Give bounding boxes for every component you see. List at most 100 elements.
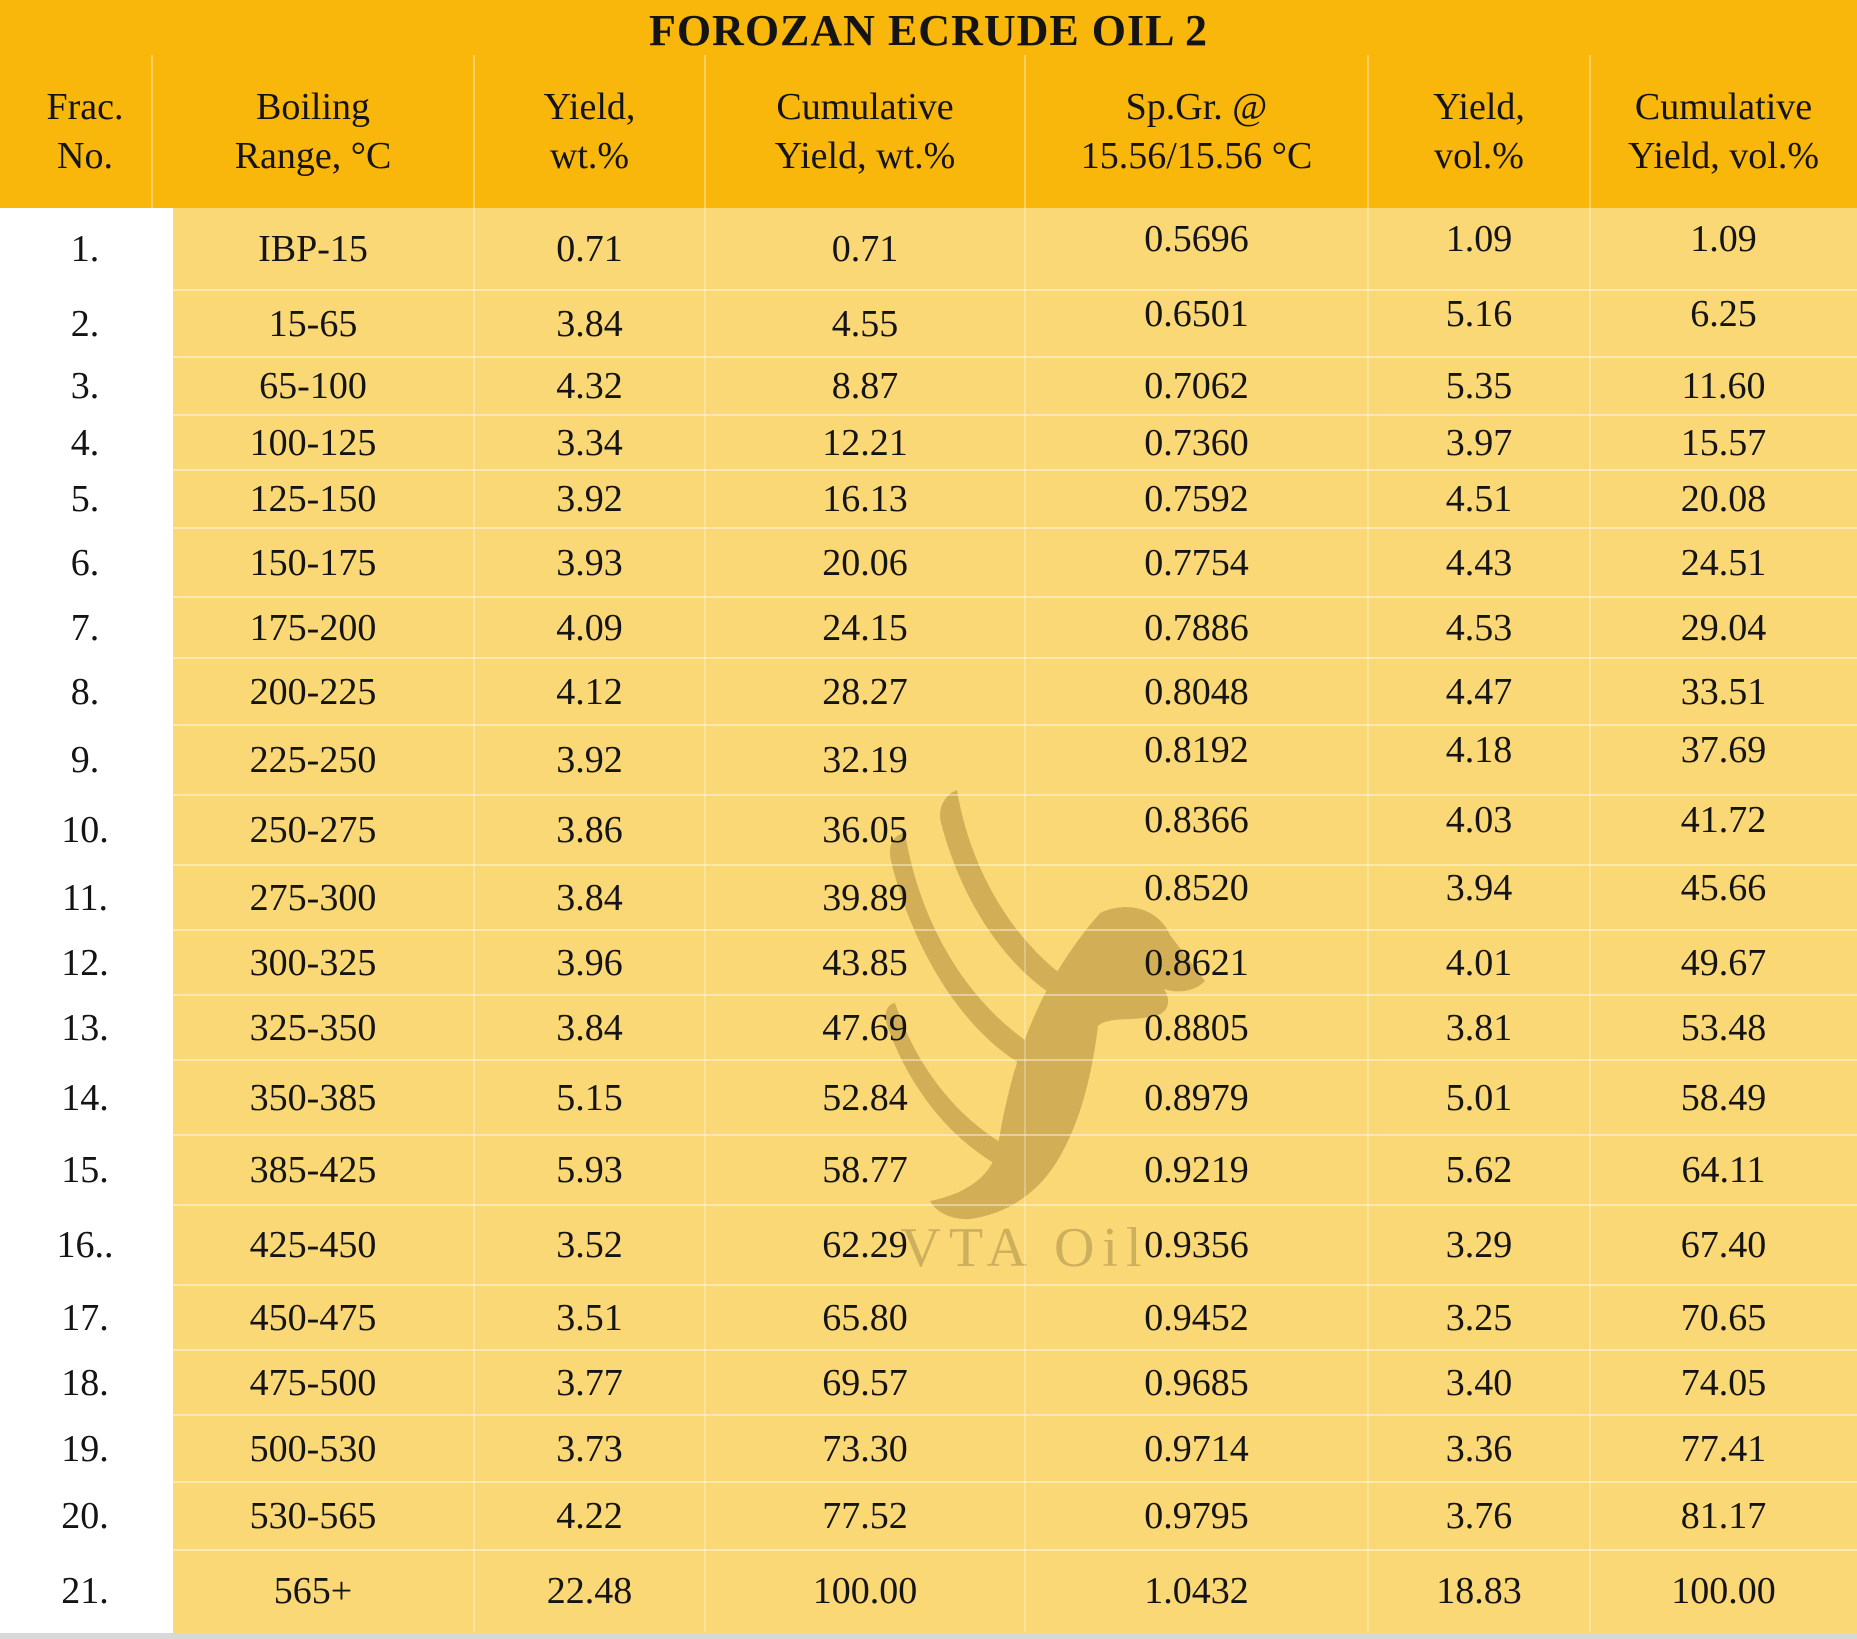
- table-cell: 52.84: [822, 1076, 908, 1119]
- table-row: 20. 530-565 4.22 77.52 0.9795 3.76 81.17: [0, 1481, 1857, 1550]
- grid-line: [1024, 55, 1026, 208]
- table-cell: 3.94: [1445, 866, 1513, 909]
- table-row: 4. 100-125 3.34 12.21 0.7360 3.97 15.57: [0, 414, 1857, 470]
- table-header-band: FOROZAN ECRUDE OIL 2 Frac. No. Boiling R…: [0, 0, 1857, 208]
- row-separator: [173, 1284, 1857, 1286]
- column-header-yield-wt: Yield, wt.%: [474, 58, 705, 206]
- table-cell: 275-300: [249, 876, 377, 919]
- grid-line: [1024, 208, 1026, 1632]
- column-header-line: Range, °C: [234, 135, 392, 177]
- column-header-boiling-range: Boiling Range, °C: [152, 58, 474, 206]
- table-cell: 33.51: [1680, 670, 1767, 713]
- table-cell: 5.01: [1445, 1076, 1513, 1119]
- table-cell: 385-425: [249, 1149, 377, 1191]
- table-row: 2. 15-65 3.84 4.55 0.6501 5.16 6.25: [0, 289, 1857, 357]
- table-cell: 0.8979: [1144, 1076, 1249, 1119]
- grid-line: [473, 208, 475, 1632]
- table-cell: 475-500: [249, 1361, 377, 1404]
- table-cell: 225-250: [249, 739, 377, 781]
- column-header-line: 15.56/15.56 °C: [1080, 135, 1313, 177]
- column-header-line: Yield,: [1433, 86, 1525, 129]
- table-cell: 67.40: [1680, 1224, 1767, 1266]
- row-separator: [173, 1549, 1857, 1551]
- table-row: 13. 325-350 3.84 47.69 0.8805 3.81 53.48: [0, 994, 1857, 1060]
- table-cell: 0.8048: [1144, 670, 1249, 713]
- table-row: 12. 300-325 3.96 43.85 0.8621 4.01 49.67: [0, 929, 1857, 995]
- table-cell: 250-275: [249, 809, 377, 851]
- table-cell: 10.: [61, 809, 109, 851]
- column-header-line: Cumulative: [1634, 86, 1813, 129]
- table-cell: 0.7062: [1144, 365, 1249, 407]
- table-cell: 65-100: [259, 365, 367, 407]
- table-cell: 0.8366: [1144, 799, 1249, 841]
- table-cell: 4.12: [556, 670, 623, 713]
- table-cell: 0.71: [831, 228, 899, 270]
- table-cell: 11.: [61, 876, 109, 919]
- table-cell: 500-530: [249, 1427, 377, 1470]
- table-cell: 22.48: [546, 1570, 633, 1612]
- table-cell: 3.93: [556, 541, 623, 584]
- table-cell: 41.72: [1680, 799, 1767, 841]
- table-cell: 58.49: [1680, 1076, 1767, 1119]
- table-cell: IBP-15: [258, 228, 368, 270]
- row-separator: [173, 527, 1857, 529]
- row-separator: [173, 994, 1857, 996]
- table-cell: 0.7592: [1144, 478, 1249, 520]
- table-cell: 6.: [70, 541, 100, 584]
- table-cell: 0.8805: [1144, 1006, 1249, 1049]
- table-cell: 0.7360: [1144, 421, 1249, 464]
- row-separator: [173, 289, 1857, 291]
- row-separator: [173, 1059, 1857, 1061]
- table-cell: 49.67: [1680, 941, 1767, 984]
- column-header-line: Sp.Gr. @: [1125, 86, 1268, 129]
- table-cell: 16.13: [822, 478, 908, 520]
- table-cell: 3.84: [556, 876, 623, 919]
- grid-line: [473, 55, 475, 208]
- table-cell: 3.97: [1445, 421, 1513, 464]
- table-rows: 1. IBP-15 0.71 0.71 0.5696 1.09 1.09 2. 15-65 3.8…: [0, 208, 1857, 1632]
- column-header-cumulative-yield-wt: Cumulative Yield, wt.%: [705, 58, 1025, 206]
- grid-line: [1367, 55, 1369, 208]
- table-cell: 81.17: [1680, 1495, 1767, 1537]
- row-separator: [173, 414, 1857, 416]
- table-cell: 7.: [70, 606, 100, 649]
- table-row: 17. 450-475 3.51 65.80 0.9452 3.25 70.65: [0, 1284, 1857, 1350]
- table-cell: 64.11: [1681, 1149, 1766, 1191]
- table-cell: 3.84: [556, 302, 623, 345]
- table-row: 10. 250-275 3.86 36.05 0.8366 4.03 41.72: [0, 794, 1857, 865]
- table-cell: 0.5696: [1144, 218, 1249, 260]
- table-cell: 13.: [61, 1006, 109, 1049]
- row-separator: [173, 1414, 1857, 1416]
- row-separator: [173, 596, 1857, 598]
- table-cell: 69.57: [822, 1361, 908, 1404]
- table-cell: 5.35: [1445, 365, 1513, 407]
- table-cell: 3.25: [1445, 1296, 1513, 1339]
- table-cell: 77.52: [822, 1495, 908, 1537]
- table-row: 11. 275-300 3.84 39.89 0.8520 3.94 45.66: [0, 864, 1857, 930]
- table-cell: 3.34: [556, 421, 623, 464]
- table-cell: 8.: [70, 670, 100, 713]
- table-row: 21. 565+ 22.48 100.00 1.0432 18.83 100.00: [0, 1549, 1857, 1632]
- first-column-background: [0, 208, 173, 1639]
- table-cell: 4.18: [1445, 729, 1513, 771]
- table-cell: 0.8520: [1144, 866, 1249, 909]
- table-cell: 5.: [70, 478, 100, 520]
- row-separator: [173, 1349, 1857, 1351]
- table-cell: 0.8192: [1144, 729, 1249, 771]
- column-header-line: Yield, vol.%: [1627, 135, 1820, 177]
- table-cell: 12.: [61, 941, 109, 984]
- table-cell: 4.09: [556, 606, 623, 649]
- grid-line: [704, 208, 706, 1632]
- table-cell: 5.93: [556, 1149, 623, 1191]
- table-cell: 0.9219: [1144, 1149, 1249, 1191]
- table-cell: 58.77: [822, 1149, 908, 1191]
- table-cell: 6.25: [1690, 292, 1757, 335]
- table-cell: 1.0432: [1144, 1570, 1249, 1612]
- column-header-line: Cumulative: [776, 86, 954, 129]
- table-cell: 425-450: [249, 1224, 377, 1266]
- table-cell: 15.57: [1680, 421, 1767, 464]
- table-cell: 150-175: [249, 541, 377, 584]
- grid-line: [704, 55, 706, 208]
- table-cell: 3.73: [556, 1427, 623, 1470]
